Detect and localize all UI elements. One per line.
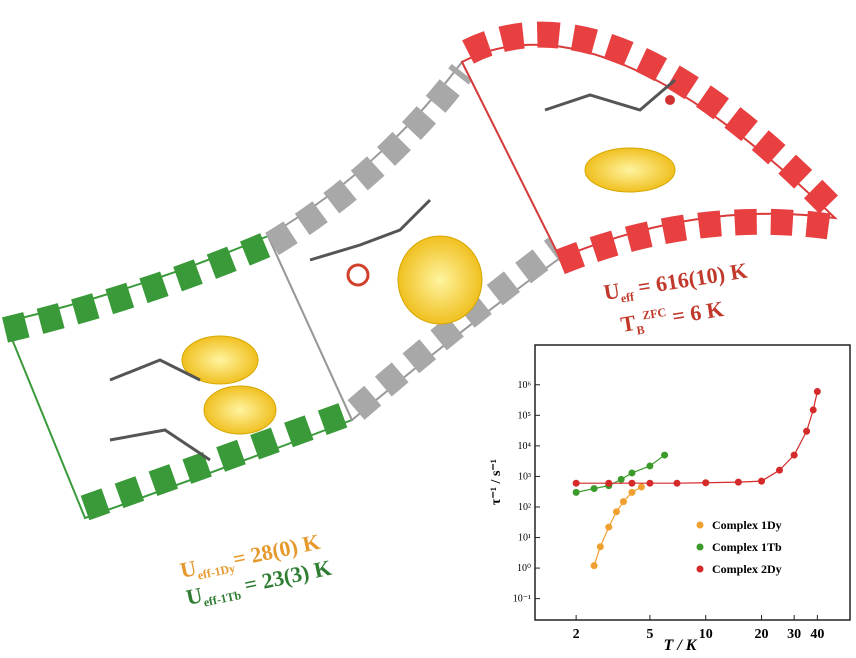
data-point <box>590 485 598 493</box>
data-point <box>646 479 654 487</box>
ueff-2dy: Ueff = 616(10) K <box>602 258 750 308</box>
inset-chart: T / K τ⁻¹ / s⁻¹ 2 5 10 20 30 40 10⁻¹ 10⁰ 10¹ 10² 1… <box>480 340 852 654</box>
subscript: eff-1Dy <box>196 561 236 583</box>
y-tick-label: 10³ <box>518 471 531 482</box>
text: = 616(10) K <box>631 258 749 301</box>
data-point <box>590 562 598 570</box>
legend-marker <box>696 565 704 573</box>
data-point <box>572 479 580 487</box>
y-tick-label: 10⁻¹ <box>513 594 531 605</box>
data-point <box>776 466 784 474</box>
data-point <box>637 483 645 491</box>
data-point <box>790 451 798 459</box>
y-tick-label: 10⁵ <box>518 410 532 421</box>
legend-label: Complex 1Dy <box>712 518 782 532</box>
data-point <box>605 523 613 531</box>
data-point <box>596 543 604 551</box>
x-tick-label: 10 <box>699 627 713 642</box>
data-point <box>572 488 580 496</box>
data-point <box>605 479 613 487</box>
data-point <box>702 479 710 487</box>
plot-frame <box>534 344 851 621</box>
data-point <box>628 479 636 487</box>
data-point <box>628 469 636 477</box>
chart-background <box>480 340 852 654</box>
x-tick-label: 40 <box>810 627 824 642</box>
x-tick-label: 30 <box>787 627 801 642</box>
data-point <box>612 508 620 516</box>
subscript: B <box>636 323 646 338</box>
x-axis-label: T / K <box>664 637 698 654</box>
subscript: eff-1Tb <box>202 588 242 610</box>
symbol: U <box>178 555 199 583</box>
x-tick-label: 20 <box>755 627 769 642</box>
y-tick-label: 10¹ <box>518 533 531 544</box>
data-point <box>809 406 817 414</box>
superscript: ZFC <box>641 305 667 323</box>
y-tick-label: 10⁰ <box>517 563 531 574</box>
data-point <box>758 477 766 485</box>
data-point <box>646 462 654 470</box>
data-point <box>734 478 742 486</box>
symbol: T <box>619 310 638 337</box>
y-tick-label: 10⁴ <box>518 441 532 452</box>
legend-label: Complex 2Dy <box>712 562 782 576</box>
data-point <box>673 479 681 487</box>
symbol: U <box>184 582 205 610</box>
data-point <box>617 475 625 483</box>
x-tick-label: 2 <box>573 627 580 642</box>
data-point <box>628 488 636 496</box>
x-tick-label: 5 <box>646 627 653 642</box>
y-tick-label: 10⁶ <box>518 380 532 391</box>
legend-marker <box>696 521 704 529</box>
legend-marker <box>696 543 704 551</box>
subscript: eff <box>620 289 636 305</box>
data-point <box>619 498 627 506</box>
y-tick-label: 10² <box>518 502 531 513</box>
legend-label: Complex 1Tb <box>712 540 782 554</box>
molecules <box>109 78 676 462</box>
data-point <box>803 427 811 435</box>
symbol: U <box>602 278 622 305</box>
text: = 6 K <box>665 296 725 330</box>
data-point <box>813 388 821 396</box>
y-axis-label: τ⁻¹ / s⁻¹ <box>489 459 504 505</box>
data-point <box>661 451 669 459</box>
